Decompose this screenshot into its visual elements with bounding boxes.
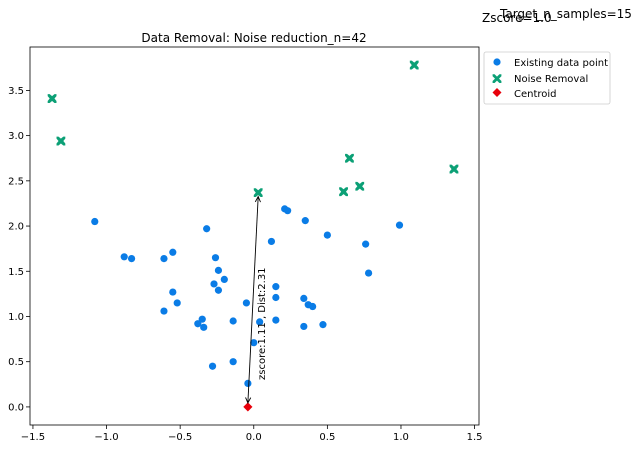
y-tick-label: 2.0 bbox=[8, 222, 24, 233]
existing-data-point bbox=[127, 255, 136, 263]
x-tick-label: −1.0 bbox=[94, 432, 118, 443]
existing-data-point bbox=[173, 299, 181, 307]
annotation-text: zscore:1.11 , Dist:2.31 bbox=[257, 267, 268, 380]
y-tick-label: 3.0 bbox=[8, 131, 24, 142]
existing-data-point bbox=[300, 322, 308, 331]
y-axis: 0.0 0.5 1.0 1.5 2.0 2.5 3.0 3.5 bbox=[8, 86, 30, 413]
legend-box bbox=[483, 51, 611, 105]
plot-area bbox=[29, 46, 480, 426]
noise-removal-point bbox=[409, 60, 419, 70]
x-axis: −1.5 −1.0 −0.5 0.0 0.5 1.0 1.5 bbox=[21, 425, 483, 443]
legend-label-existing: Existing data point bbox=[514, 58, 608, 69]
existing-data-point bbox=[301, 217, 309, 225]
centroid-point bbox=[243, 402, 253, 412]
existing-data-point bbox=[200, 323, 208, 331]
existing-data-point bbox=[323, 231, 331, 239]
chart-title: Data Removal: Noise reduction_n=42 bbox=[141, 31, 366, 45]
noise-removal-point bbox=[345, 153, 354, 163]
existing-data-point bbox=[300, 294, 308, 302]
noise-removal-point bbox=[339, 187, 348, 197]
noise-removal-point bbox=[355, 181, 365, 191]
y-tick-label: 2.5 bbox=[8, 176, 24, 187]
legend-label-noise: Noise Removal bbox=[514, 74, 588, 85]
x-tick-label: −0.5 bbox=[168, 432, 192, 443]
existing-data-point bbox=[256, 318, 264, 326]
existing-data-point bbox=[284, 207, 292, 215]
legend-label-centroid: Centroid bbox=[514, 89, 557, 100]
annotation-arrow-line bbox=[247, 196, 259, 403]
legend-marker-existing bbox=[493, 58, 501, 66]
existing-data-point bbox=[208, 362, 217, 370]
existing-data-point bbox=[198, 315, 206, 323]
noise-removal-point bbox=[47, 94, 57, 103]
y-tick-label: 1.5 bbox=[8, 267, 24, 278]
existing-data-point bbox=[160, 307, 168, 315]
existing-data-point bbox=[309, 302, 317, 311]
annotation-arrow-head bbox=[245, 397, 252, 404]
legend-marker-centroid bbox=[492, 88, 502, 97]
target-samples-label: Target_n_samples=15 bbox=[499, 7, 632, 21]
annotation: zscore:1.11 , Dist:2.31 bbox=[245, 195, 268, 404]
existing-data-point bbox=[214, 266, 223, 274]
x-tick-label: −1.5 bbox=[21, 432, 45, 443]
zscore-label: Zscore=1.0 bbox=[482, 11, 552, 25]
existing-data-point bbox=[160, 255, 168, 263]
legend-marker-noise bbox=[492, 74, 502, 83]
existing-data-point bbox=[194, 320, 202, 328]
existing-data-point bbox=[267, 237, 276, 246]
existing-data-point bbox=[214, 286, 223, 294]
existing-data-point bbox=[242, 299, 251, 307]
existing-data-point bbox=[319, 321, 327, 329]
existing-data-point bbox=[364, 269, 373, 277]
y-tick-label: 0.5 bbox=[8, 357, 24, 368]
x-tick-label: 1.5 bbox=[467, 432, 483, 443]
existing-data-point bbox=[272, 316, 280, 324]
existing-data-point bbox=[229, 317, 237, 325]
existing-data-point bbox=[244, 379, 252, 388]
existing-data-point bbox=[395, 221, 404, 229]
existing-data-point bbox=[203, 225, 211, 233]
existing-data-point bbox=[169, 288, 177, 296]
noise-removal-point bbox=[449, 164, 459, 174]
annotation-arrow-head bbox=[254, 195, 261, 203]
y-tick-label: 0.0 bbox=[8, 402, 24, 413]
legend: Existing data point Noise Removal Centro… bbox=[483, 51, 611, 105]
existing-data-point bbox=[362, 240, 370, 248]
noise-removal-point bbox=[56, 136, 66, 146]
existing-data-point bbox=[211, 254, 220, 262]
noise-removal-point bbox=[253, 188, 263, 197]
existing-data-point bbox=[272, 293, 280, 302]
existing-data-point bbox=[272, 283, 280, 291]
x-tick-label: 1.0 bbox=[393, 432, 409, 443]
existing-data-point bbox=[120, 253, 128, 261]
y-tick-label: 1.0 bbox=[8, 312, 24, 323]
x-tick-label: 0.5 bbox=[319, 432, 335, 443]
data-points bbox=[47, 60, 459, 412]
existing-data-point bbox=[210, 280, 218, 288]
x-tick-label: 0.0 bbox=[246, 432, 262, 443]
y-tick-label: 3.5 bbox=[8, 86, 24, 97]
existing-data-point bbox=[250, 339, 258, 347]
existing-data-point bbox=[229, 358, 237, 366]
existing-data-point bbox=[220, 275, 228, 284]
existing-data-point bbox=[169, 248, 177, 256]
existing-data-point bbox=[91, 217, 99, 226]
